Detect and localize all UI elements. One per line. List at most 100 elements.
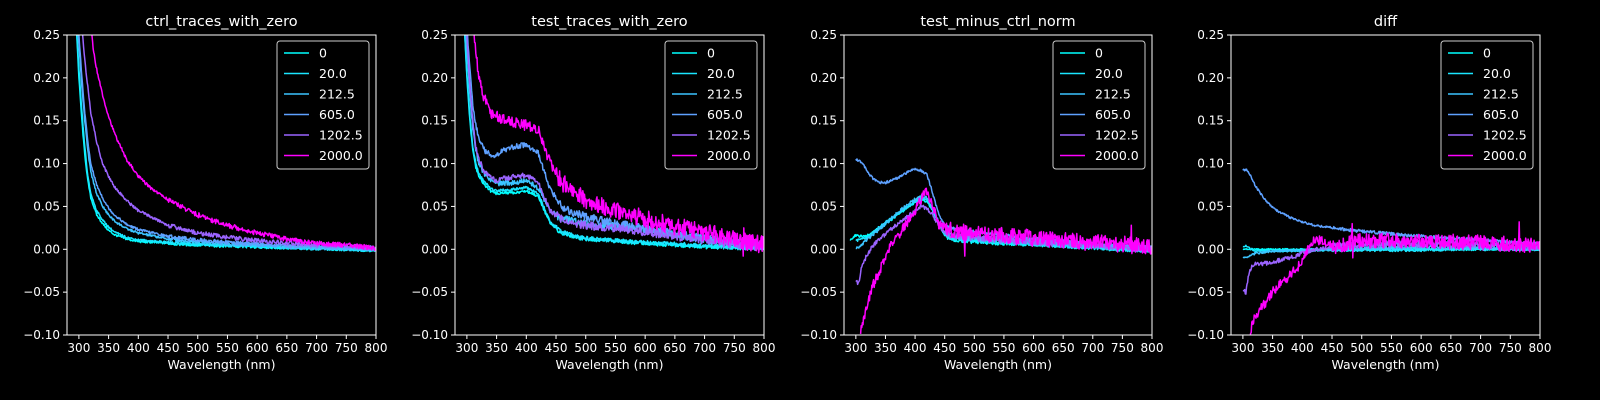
y-tick-label: 0.10: [421, 157, 448, 171]
chart-panel-4: 300 350 400 450 500 550 600 650 700 750 800 −0.10 −0…: [1187, 14, 1551, 372]
x-tick-label: 700: [1081, 341, 1104, 355]
y-tick-label: −0.05: [411, 285, 448, 299]
y-tick-label: 0.05: [810, 199, 837, 213]
x-tick-label: 600: [1022, 341, 1045, 355]
legend-label: 20.0: [1483, 66, 1511, 81]
legend: 0 20.0 212.5 605.0 1202.5 2000.0: [276, 40, 370, 170]
x-axis-label: Wavelength (nm): [168, 357, 276, 372]
legend-label: 605.0: [707, 107, 743, 122]
legend-label: 212.5: [707, 87, 743, 102]
chart-panel-3: 300 350 400 450 500 550 600 650 700 750 800 −0.10 −0…: [800, 14, 1163, 372]
y-tick-label: 0.15: [1197, 114, 1224, 128]
x-tick-label: 350: [485, 341, 508, 355]
x-tick-label: 350: [1261, 341, 1284, 355]
x-tick-label: 450: [1321, 341, 1344, 355]
legend: 0 20.0 212.5 605.0 1202.5 2000.0: [1052, 40, 1146, 170]
x-tick-label: 350: [874, 341, 897, 355]
y-tick-label: −0.05: [1187, 285, 1224, 299]
axes-frame: [1230, 34, 1541, 336]
y-tick-label: 0.00: [421, 242, 448, 256]
axes-frame: [66, 34, 377, 336]
y-tick-label: −0.10: [1187, 328, 1224, 342]
x-axis-label: Wavelength (nm): [944, 357, 1052, 372]
x-tick-label: 600: [246, 341, 269, 355]
legend-label: 0: [319, 46, 327, 61]
x-tick-label: 750: [1499, 341, 1522, 355]
x-tick-label: 800: [1529, 341, 1552, 355]
y-tick-label: 0.25: [1197, 28, 1224, 42]
legend-label: 1202.5: [1095, 128, 1139, 143]
y-tick-label: 0.15: [810, 114, 837, 128]
chart-title: test_traces_with_zero: [531, 14, 688, 30]
legend-label: 1202.5: [1483, 128, 1527, 143]
y-tick-label: −0.10: [411, 328, 448, 342]
legend-label: 2000.0: [1483, 148, 1527, 163]
series-line-1202-5: [466, 35, 764, 251]
x-tick-label: 300: [455, 341, 478, 355]
y-tick-label: −0.10: [23, 328, 60, 342]
legend-label: 2000.0: [707, 148, 751, 163]
x-tick-label: 650: [1052, 341, 1075, 355]
y-tick-label: 0.20: [810, 71, 837, 85]
chart-panel-2: 300 350 400 450 500 550 600 650 700 750 800 −0.10 −0…: [411, 14, 775, 372]
legend-label: 1202.5: [319, 128, 363, 143]
x-tick-label: 600: [1410, 341, 1433, 355]
x-tick-label: 800: [365, 341, 388, 355]
series-line-2000-0: [91, 35, 376, 252]
y-tick-label: 0.25: [33, 28, 60, 42]
legend-label: 212.5: [1483, 87, 1519, 102]
y-tick-label: −0.05: [23, 285, 60, 299]
y-tick-label: 0.20: [421, 71, 448, 85]
legend-label: 212.5: [1095, 87, 1131, 102]
legend-label: 2000.0: [1095, 148, 1139, 163]
x-tick-label: 700: [1469, 341, 1492, 355]
x-tick-label: 300: [67, 341, 90, 355]
legend-label: 20.0: [319, 66, 347, 81]
series-line-2000-0: [1249, 221, 1540, 335]
x-tick-label: 400: [127, 341, 150, 355]
x-tick-label: 500: [963, 341, 986, 355]
y-tick-label: 0.00: [1197, 242, 1224, 256]
x-tick-label: 700: [305, 341, 328, 355]
x-tick-label: 350: [97, 341, 120, 355]
legend-label: 212.5: [319, 87, 355, 102]
x-tick-label: 400: [904, 341, 927, 355]
x-tick-label: 750: [723, 341, 746, 355]
x-tick-label: 550: [1380, 341, 1403, 355]
legend-label: 605.0: [1095, 107, 1131, 122]
y-tick-label: 0.10: [33, 157, 60, 171]
legend-label: 20.0: [707, 66, 735, 81]
legend: 0 20.0 212.5 605.0 1202.5 2000.0: [664, 40, 758, 170]
y-tick-label: −0.10: [800, 328, 837, 342]
legend-label: 1202.5: [707, 128, 751, 143]
x-axis-label: Wavelength (nm): [1332, 357, 1440, 372]
y-tick-label: 0.20: [1197, 71, 1224, 85]
x-tick-label: 550: [216, 341, 239, 355]
series-lines: [849, 158, 1152, 334]
x-tick-label: 650: [1439, 341, 1462, 355]
legend-label: 0: [1095, 46, 1103, 61]
y-tick-label: 0.20: [33, 71, 60, 85]
y-tick-label: 0.25: [421, 28, 448, 42]
series-line-2000-0: [859, 187, 1152, 334]
x-tick-label: 300: [844, 341, 867, 355]
series-line-2000-0: [473, 35, 764, 257]
legend: 0 20.0 212.5 605.0 1202.5 2000.0: [1440, 40, 1534, 170]
x-tick-label: 750: [1111, 341, 1134, 355]
legend-label: 0: [1483, 46, 1491, 61]
y-tick-label: 0.10: [1197, 157, 1224, 171]
y-tick-label: 0.15: [421, 114, 448, 128]
x-tick-label: 550: [604, 341, 627, 355]
legend-label: 0: [707, 46, 715, 61]
y-tick-label: 0.05: [421, 199, 448, 213]
x-tick-label: 700: [693, 341, 716, 355]
legend-label: 2000.0: [319, 148, 363, 163]
x-axis-label: Wavelength (nm): [556, 357, 664, 372]
y-tick-label: 0.05: [1197, 199, 1224, 213]
chart-title: test_minus_ctrl_norm: [920, 14, 1075, 30]
x-tick-label: 400: [1291, 341, 1314, 355]
legend-label: 605.0: [319, 107, 355, 122]
x-tick-label: 750: [335, 341, 358, 355]
y-tick-label: 0.15: [33, 114, 60, 128]
series-lines: [1242, 168, 1540, 335]
